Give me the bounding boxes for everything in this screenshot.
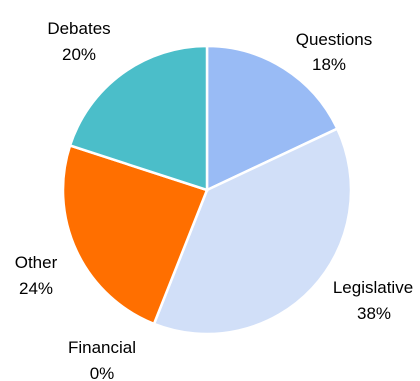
pie-slice-debates — [68, 44, 209, 192]
slice-value-legislative: 38% — [357, 304, 391, 323]
pie-slice-other — [61, 143, 209, 326]
slice-value-other: 24% — [19, 279, 53, 298]
slice-label-financial: Financial — [68, 338, 136, 357]
slice-label-other: Other — [15, 253, 58, 272]
slice-label-debates: Debates — [47, 19, 110, 38]
slice-value-financial: 0% — [90, 364, 115, 381]
pie-slice-legislative — [152, 127, 353, 336]
slice-label-questions: Questions — [296, 30, 373, 49]
slice-value-debates: 20% — [62, 45, 96, 64]
slice-value-questions: 18% — [312, 55, 346, 74]
pie-slice-questions — [205, 44, 339, 192]
slice-label-legislative: Legislative — [333, 278, 413, 297]
pie-slices — [61, 44, 353, 336]
